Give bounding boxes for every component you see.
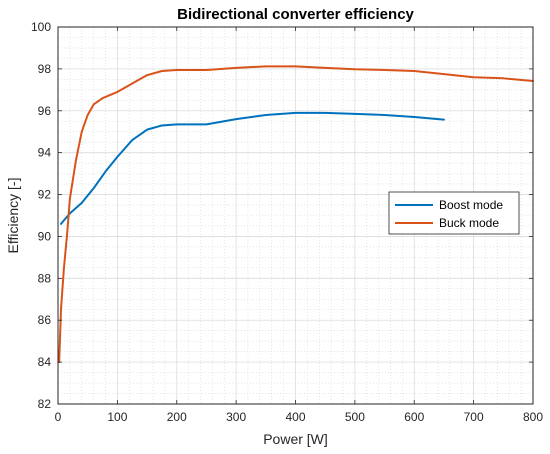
x-tick-label: 700: [464, 410, 484, 424]
axis-ticks: [57, 26, 534, 405]
x-tick-label: 500: [345, 410, 365, 424]
y-tick-label: 88: [38, 271, 52, 285]
y-tick-label: 100: [31, 20, 51, 34]
series-layer: [58, 65, 534, 364]
y-tick-label: 94: [38, 146, 52, 160]
legend: Boost mode Buck mode: [388, 191, 520, 235]
y-tick-labels: 82 84 86 88 90 92 94 96 98 100: [31, 20, 51, 411]
x-tick-label: 600: [404, 410, 424, 424]
y-axis-label: Efficiency [-]: [5, 178, 21, 254]
series-line-boost: [59, 111, 445, 225]
y-tick-label: 96: [38, 104, 52, 118]
x-tick-label: 200: [167, 410, 187, 424]
x-tick-label: 800: [523, 410, 543, 424]
y-tick-label: 92: [38, 188, 52, 202]
x-tick-label: 100: [107, 410, 127, 424]
x-tick-labels: 0 100 200 300 400 500 600 700 800: [55, 410, 544, 424]
y-tick-label: 90: [38, 229, 52, 243]
x-tick-label: 0: [55, 410, 62, 424]
y-tick-label: 86: [38, 313, 52, 327]
y-tick-label: 82: [38, 397, 52, 411]
legend-label-boost: Boost mode: [439, 198, 503, 212]
x-tick-label: 300: [226, 410, 246, 424]
y-tick-label: 84: [38, 355, 52, 369]
x-tick-label: 400: [285, 410, 305, 424]
chart-title: Bidirectional converter efficiency: [177, 6, 414, 23]
legend-label-buck: Buck mode: [439, 216, 499, 230]
x-axis-label: Power [W]: [263, 431, 328, 447]
y-tick-label: 98: [38, 62, 52, 76]
legend-box: [388, 191, 520, 235]
series-line-buck: [58, 65, 534, 364]
